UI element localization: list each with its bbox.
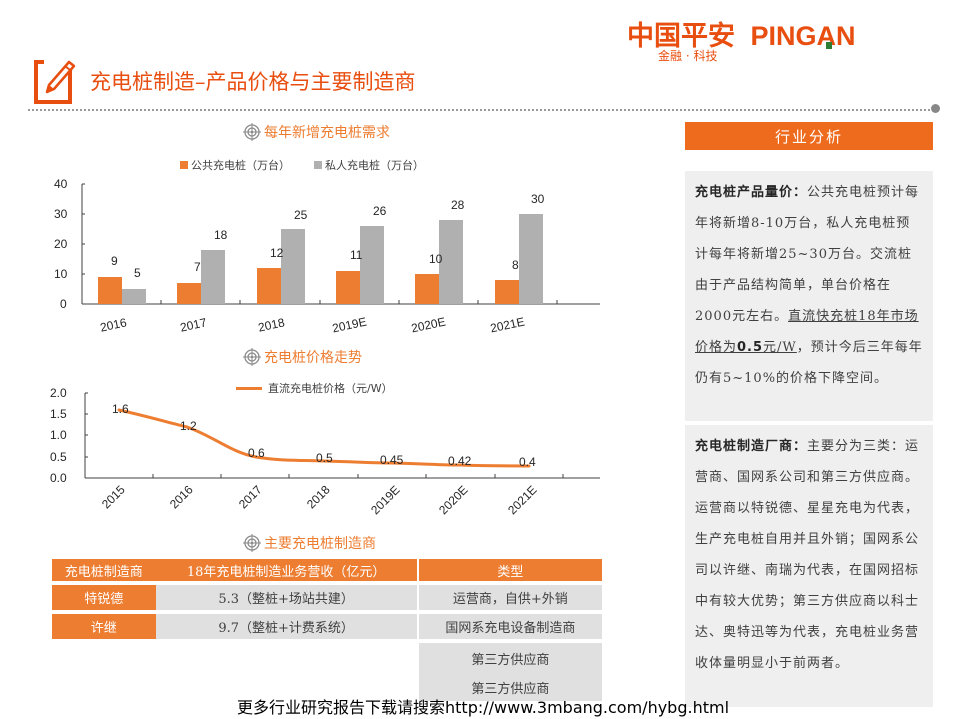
line-ytick: 2.0 [50,386,67,400]
line-label: 0.45 [380,453,404,467]
line-ytick: 1.0 [50,428,67,442]
logo-tagline: 金融 · 科技 [658,49,718,63]
target-icon [243,348,261,366]
table-row: 第三方供应商 [52,643,602,673]
legend-public: 公共充电桩（万台） [191,159,290,172]
bar-label: 28 [451,198,465,212]
cell-revenue: 9.7（整桩+计费系统） [155,614,417,639]
makers-table: 充电桩制造商 18年充电桩制造业务营收（亿元） 类型 特锐德 5.3（整桩+场站… [52,559,602,705]
legend-dc-price: 直流充电桩价格（元/W） [268,382,393,395]
pingan-logo: 中国平安 PING​AN [627,14,856,53]
legend-private: 私人充电桩（万台） [325,159,424,172]
target-icon [243,534,261,552]
analysis-price-text: 公共充电桩预计每年将新增8-10万台，私人充电桩预计每年将新增25~30万台。交… [695,185,920,324]
header-revenue: 18年充电桩制造业务营收（亿元） [155,559,417,581]
price-section-title: 充电桩价格走势 [264,350,362,366]
title-divider [28,109,938,111]
line-label: 0.42 [448,454,472,468]
line-chart-legend: 直流充电桩价格（元/W） [236,380,393,396]
analysis-makers-title: 充电桩制造厂商： [695,439,808,454]
cell-type: 运营商，自供+外销 [418,585,602,610]
line-xtick: 2017 [235,482,265,512]
cell-type: 国网系充电设备制造商 [418,614,602,639]
line-xtick: 2016 [166,482,196,512]
bar-label: 10 [429,252,443,266]
line-xtick: 2015 [98,482,128,512]
bar-ytick: 10 [54,267,68,281]
cell-revenue: 5.3（整桩+场站共建） [155,585,417,610]
bar-label: 25 [294,208,308,222]
line-ytick: 0.0 [50,471,67,485]
highlight-unit: 元/W [763,340,797,355]
divider-end-dot [931,104,940,113]
bar-ytick: 20 [54,237,68,251]
header-maker: 充电桩制造商 [52,559,156,581]
bar-chart-legend: 公共充电桩（万台） 私人充电桩（万台） [180,157,424,173]
table-header-row: 充电桩制造商 18年充电桩制造业务营收（亿元） 类型 [52,559,602,581]
analysis-box-price: 充电桩产品量价：公共充电桩预计每年将新增8-10万台，私人充电桩预计每年将新增2… [685,171,933,421]
industry-analysis-header: 行业分析 [685,122,933,150]
header-type: 类型 [418,559,602,581]
analysis-makers-text: 主要分为三类：运营商、国网系公司和第三方供应商。运营商以特锐德、星星充电为代表，… [695,439,920,671]
bar-label: 18 [214,228,228,242]
makers-section-heading: 主要充电桩制造商 [243,533,376,553]
line-xtick: 2020E [436,482,471,518]
line-label: 1.2 [180,419,197,433]
bar-label: 11 [350,248,363,262]
bar-label: 7 [194,260,201,274]
price-section-heading: 充电桩价格走势 [243,347,362,367]
bar-label: 26 [373,204,387,218]
demand-section-heading: 每年新增充电桩需求 [243,122,390,142]
logo-en-right: AN [816,21,856,51]
legend-swatch-public [180,161,188,169]
line-label: 0.4 [519,455,536,469]
bar-chart [81,183,600,305]
bar-label: 8 [512,258,519,272]
legend-swatch-private [314,161,322,169]
demand-section-title: 每年新增充电桩需求 [264,125,390,141]
edit-pencil-icon [34,56,76,104]
line-xtick: 2019E [368,482,403,518]
line-xtick: 2018 [303,482,333,512]
table-row: 特锐德 5.3（整桩+场站共建） 运营商，自供+外销 [52,585,602,610]
cell-type: 第三方供应商 [418,673,602,701]
highlight-value: 0.5 [737,340,764,355]
legend-line-swatch [236,386,262,390]
bar-ytick: 30 [54,207,68,221]
footer-download-link[interactable]: 更多行业研究报告下载请搜索http://www.3mbang.com/hybg.… [237,698,730,717]
bar-ytick: 0 [60,297,67,311]
logo-cn: 中国平安 [627,21,735,51]
table-row: 第三方供应商 [52,673,602,701]
line-ytick: 1.5 [50,407,67,421]
table-row: 许继 9.7（整桩+计费系统） 国网系充电设备制造商 [52,614,602,639]
highlight-text: 直流快充桩18年市场价格为 [695,309,919,355]
logo-en: PING [750,21,817,51]
page-title: 充电桩制造–产品价格与主要制造商 [90,70,416,94]
bar-label: 12 [270,246,284,260]
bar-ytick: 40 [54,177,68,191]
analysis-price-text-2: ，预计今后三年每年仍有5~10%的价格下降空间。 [695,340,923,386]
line-label: 0.5 [316,451,333,465]
cell-maker: 特锐德 [52,585,156,610]
makers-section-title: 主要充电桩制造商 [264,536,376,552]
analysis-price-title: 充电桩产品量价： [695,185,808,200]
bar-label: 9 [111,254,118,268]
line-xtick: 2021E [505,482,540,518]
target-icon [243,123,261,141]
cell-type: 第三方供应商 [418,643,602,673]
analysis-price-highlight: 直流快充桩18年市场价格为0.5元/W [695,309,919,355]
line-ytick: 0.5 [50,450,67,464]
line-label: 1.6 [112,402,129,416]
cell-maker: 许继 [52,614,156,639]
bar-label: 5 [134,266,141,280]
analysis-box-makers: 充电桩制造厂商：主要分为三类：运营商、国网系公司和第三方供应商。运营商以特锐德、… [685,425,933,707]
line-chart [84,392,600,479]
line-label: 0.6 [248,446,265,460]
bar-label: 30 [531,192,545,206]
